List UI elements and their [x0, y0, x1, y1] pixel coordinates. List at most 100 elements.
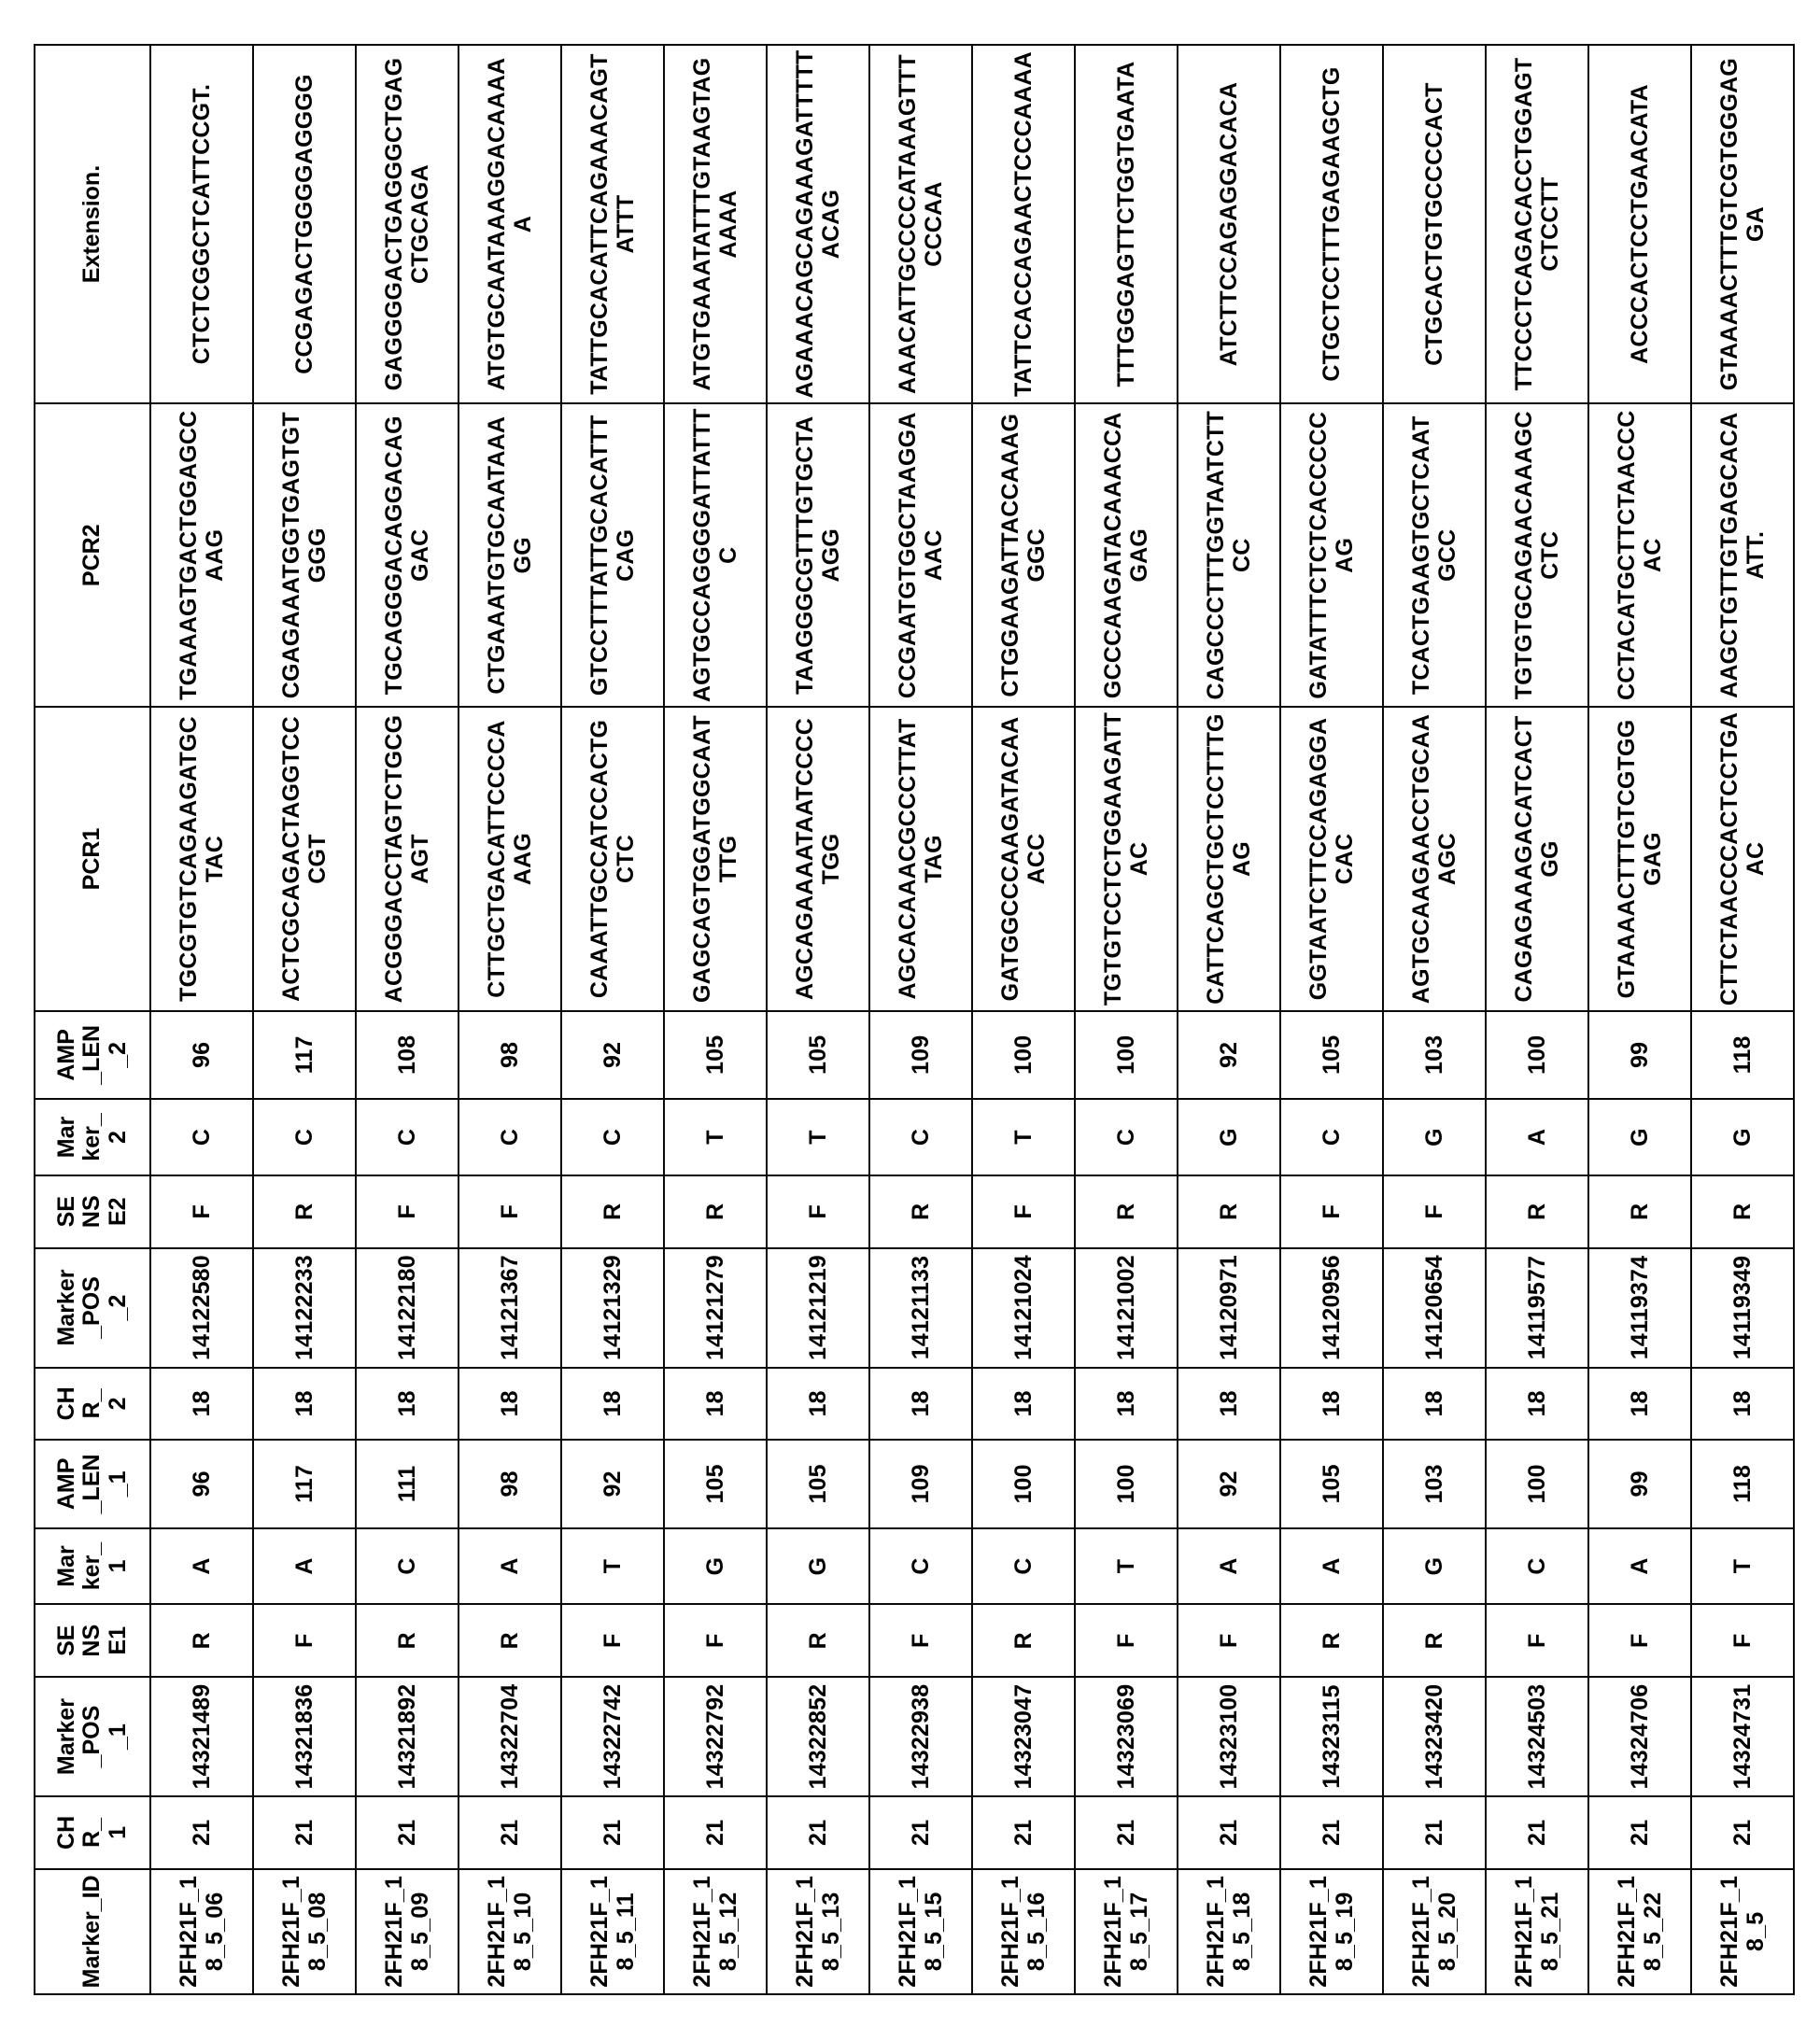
cell-extension: ATGTGAAATATTTGTAAGTAGAAAA [664, 45, 767, 403]
cell-marker_1: C [1486, 1528, 1588, 1605]
cell-sense_e1: F [664, 1604, 767, 1677]
cell-marker_pos_1: 14323100 [1178, 1677, 1280, 1796]
cell-marker_1: T [1691, 1528, 1794, 1605]
cell-sense_e1: F [1178, 1604, 1280, 1677]
cell-marker_pos_1: 14322852 [767, 1677, 869, 1796]
cell-amp_len_1: 117 [253, 1440, 356, 1527]
column-header-marker-id: Marker_ID [35, 1869, 150, 1994]
cell-chr_1: 21 [150, 1796, 253, 1869]
cell-marker_pos_2: 14121329 [561, 1248, 664, 1368]
table-row: 2FH21F_18_5_062114321489RA961814122580FC… [150, 45, 253, 1994]
cell-sense_e1: R [767, 1604, 869, 1677]
cell-marker_id: 2FH21F_18_5_09 [356, 1869, 459, 1994]
table-row: 2FH21F_18_5_212114324503FC1001814119577R… [1486, 45, 1588, 1994]
cell-amp_len_2: 96 [150, 1011, 253, 1099]
cell-marker_2: C [561, 1099, 664, 1175]
table-row: 2FH21F_18_5_192114323115RA1051814120956F… [1280, 45, 1383, 1994]
cell-amp_len_1: 100 [972, 1440, 1075, 1527]
table-row: 2FH21F_18_5_102114322704RA981814121367FC… [459, 45, 561, 1994]
cell-sense_e2: F [1383, 1175, 1486, 1248]
cell-marker_1: A [1178, 1528, 1280, 1605]
cell-sense_e2: R [1588, 1175, 1691, 1248]
cell-sense_e1: R [1280, 1604, 1383, 1677]
cell-marker_pos_1: 14323115 [1280, 1677, 1383, 1796]
cell-amp_len_2: 92 [561, 1011, 664, 1099]
cell-pcr2: GCCCAAGATACAAACCAGAG [1075, 403, 1178, 707]
cell-marker_1: A [1588, 1528, 1691, 1605]
cell-amp_len_2: 92 [1178, 1011, 1280, 1099]
column-header-chr-1: CH R_ 1 [35, 1796, 150, 1869]
cell-chr_2: 18 [561, 1368, 664, 1441]
cell-marker_2: C [150, 1099, 253, 1175]
cell-amp_len_2: 100 [972, 1011, 1075, 1099]
cell-extension: AGAAACAGCAGAAAGATTTTTACAG [767, 45, 869, 403]
cell-chr_2: 18 [459, 1368, 561, 1441]
cell-sense_e1: F [1691, 1604, 1794, 1677]
cell-chr_2: 18 [664, 1368, 767, 1441]
cell-amp_len_2: 105 [1280, 1011, 1383, 1099]
cell-chr_1: 21 [972, 1796, 1075, 1869]
table-row: 2FH21F_18_5_112114322742FT921814121329RC… [561, 45, 664, 1994]
cell-marker_2: C [356, 1099, 459, 1175]
cell-marker_id: 2FH21F_18_5 [1691, 1869, 1794, 1994]
cell-marker_pos_2: 14121279 [664, 1248, 767, 1368]
cell-marker_id: 2FH21F_18_5_10 [459, 1869, 561, 1994]
cell-extension: ATCTTCCAGAGGACACA [1178, 45, 1280, 403]
cell-pcr1: CATTCAGCTGCTCCTTTGAG [1178, 707, 1280, 1010]
cell-sense_e1: R [150, 1604, 253, 1677]
cell-marker_pos_2: 14120956 [1280, 1248, 1383, 1368]
cell-marker_pos_2: 14122180 [356, 1248, 459, 1368]
table-row: 2FH21F_18_5_172114323069FT1001814121002R… [1075, 45, 1178, 1994]
cell-amp_len_2: 117 [253, 1011, 356, 1099]
cell-sense_e1: R [972, 1604, 1075, 1677]
cell-amp_len_2: 105 [664, 1011, 767, 1099]
cell-marker_id: 2FH21F_18_5_17 [1075, 1869, 1178, 1994]
cell-pcr2: TGTGTGCAGAACAAAGCCTC [1486, 403, 1588, 707]
cell-pcr1: AGCAGAAAATAATCCCCTGG [767, 707, 869, 1010]
cell-marker_pos_1: 14323420 [1383, 1677, 1486, 1796]
cell-extension: CCGAGACTGGGGAGGGG [253, 45, 356, 403]
cell-marker_2: C [253, 1099, 356, 1175]
table-body: 2FH21F_18_5_062114321489RA961814122580FC… [150, 45, 1794, 1994]
column-header-pcr1: PCR1 [35, 707, 150, 1010]
cell-sense_e1: F [869, 1604, 972, 1677]
column-header-marker-pos-1: Marker _POS _1 [35, 1677, 150, 1796]
cell-pcr1: AGTGCAAGAACCTGCAAAGC [1383, 707, 1486, 1010]
rotated-page-stage: Marker_ID CH R_ 1 Marker _POS _1 SE NS E… [0, 0, 1820, 2040]
cell-marker_pos_1: 14321489 [150, 1677, 253, 1796]
cell-extension: AAACATTGCCCCATAAAGTTTCCCAA [869, 45, 972, 403]
cell-amp_len_2: 99 [1588, 1011, 1691, 1099]
cell-marker_pos_1: 14322938 [869, 1677, 972, 1796]
cell-sense_e2: F [972, 1175, 1075, 1248]
cell-marker_1: C [869, 1528, 972, 1605]
cell-pcr2: TGCAGGGACAGGACAGGAC [356, 403, 459, 707]
cell-marker_1: C [972, 1528, 1075, 1605]
cell-marker_1: G [767, 1528, 869, 1605]
column-header-marker-2: Mar ker_ 2 [35, 1099, 150, 1175]
cell-pcr1: GTAAAACTTTGTCGTGGGAG [1588, 707, 1691, 1010]
cell-chr_2: 18 [869, 1368, 972, 1441]
cell-extension: CTCTCGGCTCATTCCGT. [150, 45, 253, 403]
cell-sense_e1: F [1075, 1604, 1178, 1677]
cell-amp_len_1: 105 [664, 1440, 767, 1527]
cell-marker_pos_2: 14121219 [767, 1248, 869, 1368]
cell-amp_len_1: 96 [150, 1440, 253, 1527]
cell-extension: GTAAAACTTTGTCGTGGGAGGA [1691, 45, 1794, 403]
cell-sense_e2: F [150, 1175, 253, 1248]
table-header: Marker_ID CH R_ 1 Marker _POS _1 SE NS E… [35, 45, 150, 1994]
cell-chr_1: 21 [1383, 1796, 1486, 1869]
cell-pcr1: TGTGTCCTCTGGAAGATTAC [1075, 707, 1178, 1010]
cell-chr_2: 18 [767, 1368, 869, 1441]
cell-sense_e2: F [1280, 1175, 1383, 1248]
cell-marker_1: G [1383, 1528, 1486, 1605]
cell-pcr2: GATATTTCTCTCACCCCCAG [1280, 403, 1383, 707]
marker-data-table: Marker_ID CH R_ 1 Marker _POS _1 SE NS E… [34, 44, 1795, 1995]
cell-marker_pos_2: 14121133 [869, 1248, 972, 1368]
cell-marker_id: 2FH21F_18_5_13 [767, 1869, 869, 1994]
cell-amp_len_1: 99 [1588, 1440, 1691, 1527]
cell-sense_e1: F [253, 1604, 356, 1677]
cell-pcr2: CTGAAATGTGCAATAAAGG [459, 403, 561, 707]
cell-marker_pos_2: 14122233 [253, 1248, 356, 1368]
table-row: 2FH21F_18_5_182114323100FA921814120971RG… [1178, 45, 1280, 1994]
cell-pcr1: GGTAATCTTCCAGAGGACAC [1280, 707, 1383, 1010]
